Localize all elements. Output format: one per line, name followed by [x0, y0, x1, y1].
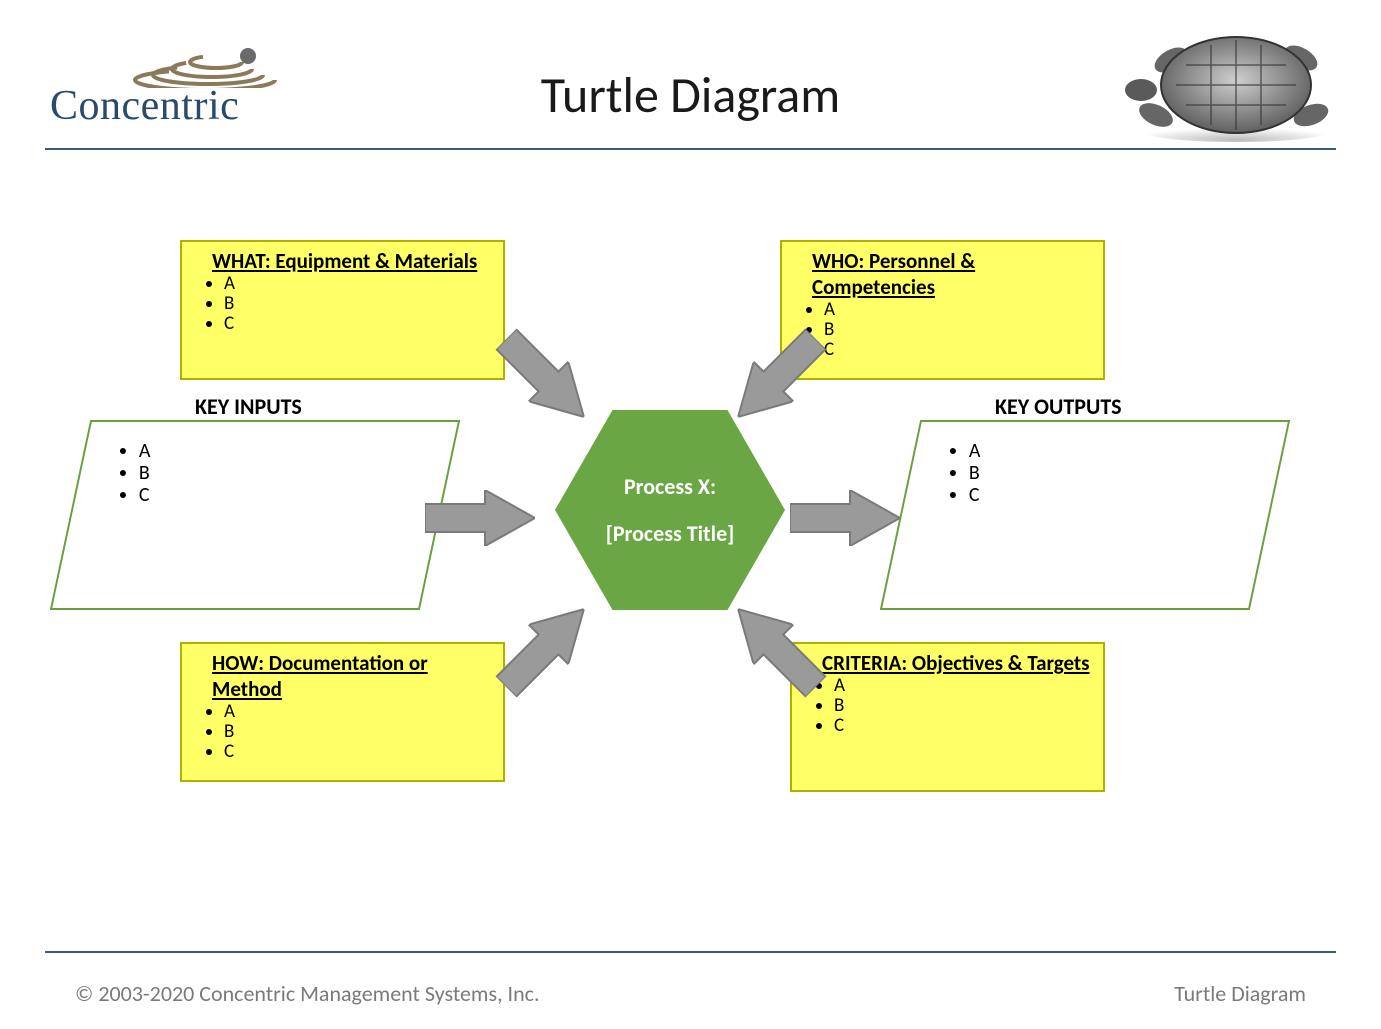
- box-criteria: CRITERIA: Objectives & Targets A B C: [790, 642, 1105, 792]
- footer-copyright: © 2003-2020 Concentric Management System…: [75, 980, 540, 1007]
- turtle-photo-icon: [1116, 20, 1336, 145]
- list-item: C: [824, 340, 1093, 360]
- list-item: C: [139, 484, 419, 506]
- list-item: A: [224, 274, 493, 294]
- list-item: C: [969, 484, 1249, 506]
- process-hexagon: Process X: [Process Title]: [555, 410, 785, 610]
- list-item: B: [969, 462, 1249, 484]
- key-inputs-label: KEY INPUTS: [195, 393, 302, 420]
- box-how: HOW: Documentation or Method A B C: [180, 642, 505, 782]
- list-item: B: [224, 722, 493, 742]
- footer-divider: [45, 951, 1336, 953]
- footer-right: Turtle Diagram: [1174, 980, 1306, 1007]
- key-inputs-list: A B C: [109, 440, 419, 506]
- list-item: A: [139, 440, 419, 462]
- key-outputs-label: KEY OUTPUTS: [995, 393, 1122, 420]
- arrow-inputs-to-center: [425, 490, 535, 546]
- list-item: B: [824, 320, 1093, 340]
- process-line2: [Process Title]: [606, 520, 735, 547]
- list-item: A: [824, 300, 1093, 320]
- list-item: A: [224, 702, 493, 722]
- list-item: B: [834, 696, 1093, 716]
- list-item: C: [224, 314, 493, 334]
- box-who-title: WHO: Personnel & Competencies: [796, 248, 1093, 300]
- turtle-diagram: WHAT: Equipment & Materials A B C WHO: P…: [0, 150, 1381, 949]
- process-line1: Process X:: [624, 473, 716, 500]
- list-item: A: [834, 676, 1093, 696]
- box-what: WHAT: Equipment & Materials A B C: [180, 240, 505, 380]
- list-item: A: [969, 440, 1249, 462]
- box-criteria-title: CRITERIA: Objectives & Targets: [806, 650, 1093, 676]
- box-what-title: WHAT: Equipment & Materials: [196, 248, 493, 274]
- footer: © 2003-2020 Concentric Management System…: [0, 959, 1381, 1029]
- list-item: C: [224, 742, 493, 762]
- header: Concentric Turtle Diagram: [0, 0, 1381, 150]
- list-item: B: [224, 294, 493, 314]
- box-how-list: A B C: [196, 702, 493, 762]
- box-how-title: HOW: Documentation or Method: [196, 650, 493, 702]
- key-outputs-box: A B C: [880, 420, 1290, 610]
- box-criteria-list: A B C: [806, 676, 1093, 736]
- key-outputs-list: A B C: [939, 440, 1249, 506]
- arrow-center-to-outputs: [790, 490, 900, 546]
- box-who-list: A B C: [796, 300, 1093, 360]
- list-item: C: [834, 716, 1093, 736]
- list-item: B: [139, 462, 419, 484]
- key-inputs-box: A B C: [50, 420, 460, 610]
- box-what-list: A B C: [196, 274, 493, 334]
